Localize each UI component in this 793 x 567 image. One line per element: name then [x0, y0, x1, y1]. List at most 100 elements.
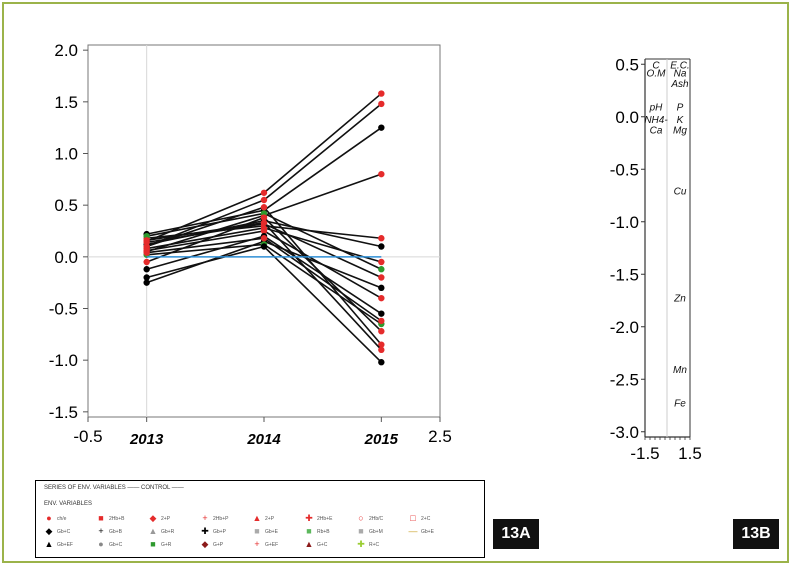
legend-item: ■ Gb+M [356, 527, 382, 536]
legend-item: ■ 2Hb+B [96, 514, 124, 523]
y-tick-label: -2.0 [610, 318, 639, 337]
data-point [143, 237, 150, 244]
y-tick-label: -0.5 [610, 160, 639, 179]
legend-item: ◆ 2+P [148, 514, 171, 523]
y-tick-label: -1.0 [610, 213, 639, 232]
variable-label: Zn [673, 293, 686, 304]
data-point [143, 243, 150, 250]
legend-box: SERIES OF ENV. VARIABLES —— CONTROL —— E… [35, 480, 485, 558]
legend-item: ▲ Gb+EF [44, 540, 73, 549]
y-tick-label: -0.5 [49, 300, 78, 319]
data-point [260, 235, 268, 242]
data-point [378, 346, 385, 354]
y-tick-label: -2.5 [610, 370, 639, 389]
legend-item: ● ch/e [44, 514, 66, 523]
data-point [143, 258, 150, 266]
data-point [378, 310, 385, 317]
y-tick-label: 1.5 [54, 93, 78, 112]
legend-label: G+EF [265, 541, 279, 548]
y-tick-label: 2.0 [54, 41, 78, 60]
legend-item: ▲ G+C [304, 540, 328, 549]
data-point [378, 341, 385, 348]
variable-label: Mg [673, 125, 687, 136]
legend-label: Gb+B [109, 528, 122, 535]
variable-label: Ash [670, 79, 689, 90]
x-tick-label: -0.5 [73, 427, 102, 446]
legend-marker: ◆ [201, 539, 209, 549]
legend-label: 2+P [265, 515, 275, 522]
legend-item: ◆ G+P [200, 539, 224, 549]
panel-tag-13a: 13A [493, 519, 539, 549]
x-tick-label: 1.5 [678, 444, 702, 463]
data-point [260, 196, 268, 204]
data-point [378, 100, 385, 108]
data-point [378, 235, 385, 242]
legend-marker: ▲ [44, 539, 54, 549]
legend-label: Gb+R [161, 528, 175, 535]
data-point [378, 274, 385, 281]
x-tick-label: -1.5 [630, 444, 659, 463]
legend-marker: ● [46, 513, 52, 523]
legend-label: G+P [213, 541, 224, 548]
legend-marker: ✚ [201, 526, 209, 536]
legend-marker: ■ [306, 526, 312, 536]
y-tick-label: -1.5 [610, 265, 639, 284]
data-point [143, 274, 150, 281]
legend-item: +2Hb+P [200, 514, 228, 523]
legend-item: ▲ Gb+R [148, 526, 175, 536]
legend-label: G+R [161, 541, 172, 548]
x-tick-label: 2015 [364, 431, 399, 448]
y-tick-label: -1.5 [49, 403, 78, 422]
legend-marker: ▲ [252, 513, 262, 523]
legend-marker: + [254, 539, 260, 549]
legend-label: 2+C [421, 515, 431, 522]
data-point [260, 214, 268, 221]
x-tick-label: 2.5 [428, 427, 452, 446]
legend-item: ✚ 2Hb+E [304, 514, 332, 523]
legend-item: □ 2+C [408, 514, 430, 523]
legend-item: ● Gb+C [96, 540, 122, 549]
legend-marker: □ [410, 513, 416, 523]
variable-label: C [652, 60, 660, 71]
data-point [378, 359, 385, 366]
legend-marker: ○ [358, 513, 364, 523]
legend-label: 2Hb+E [317, 515, 333, 522]
y-tick-label: 1.0 [54, 145, 78, 164]
data-point [378, 284, 385, 292]
x-tick-label: 2014 [246, 431, 281, 448]
legend-item: + G+EF [252, 540, 278, 549]
variable-label: NH4- [644, 115, 668, 126]
data-point [260, 243, 268, 250]
legend-item: — Gb+E [408, 527, 434, 536]
legend-item: ◆ Gb+C [44, 526, 71, 536]
panel-tag-13b: 13B [733, 519, 779, 549]
legend-label: 2Hb+B [109, 515, 125, 522]
data-point [378, 124, 385, 131]
data-point [378, 328, 385, 335]
data-point [378, 266, 385, 273]
data-point [260, 204, 268, 211]
legend-label: G+C [317, 541, 328, 548]
legend-marker: + [202, 513, 208, 523]
data-point [378, 294, 385, 302]
variable-label: Fe [674, 398, 686, 409]
legend-label: Rb+B [317, 528, 330, 535]
legend-item: + Gb+B [96, 527, 122, 536]
data-point [260, 227, 268, 235]
legend-subheader: ENV. VARIABLES [44, 501, 93, 507]
legend-label: 2Hb+P [213, 515, 229, 522]
legend-marker: ▲ [148, 526, 158, 536]
legend-label: R+C [369, 541, 380, 548]
data-point [378, 170, 385, 178]
data-point [143, 266, 150, 273]
legend-item: ■ G+R [148, 540, 171, 549]
legend-label: Gb+E [421, 528, 434, 535]
legend-marker: ◆ [45, 526, 53, 536]
legend-marker: ■ [98, 513, 104, 523]
legend-label: Gb+C [57, 528, 71, 535]
y-tick-label: 0.0 [54, 248, 78, 267]
legend-label: ch/e [57, 515, 67, 522]
